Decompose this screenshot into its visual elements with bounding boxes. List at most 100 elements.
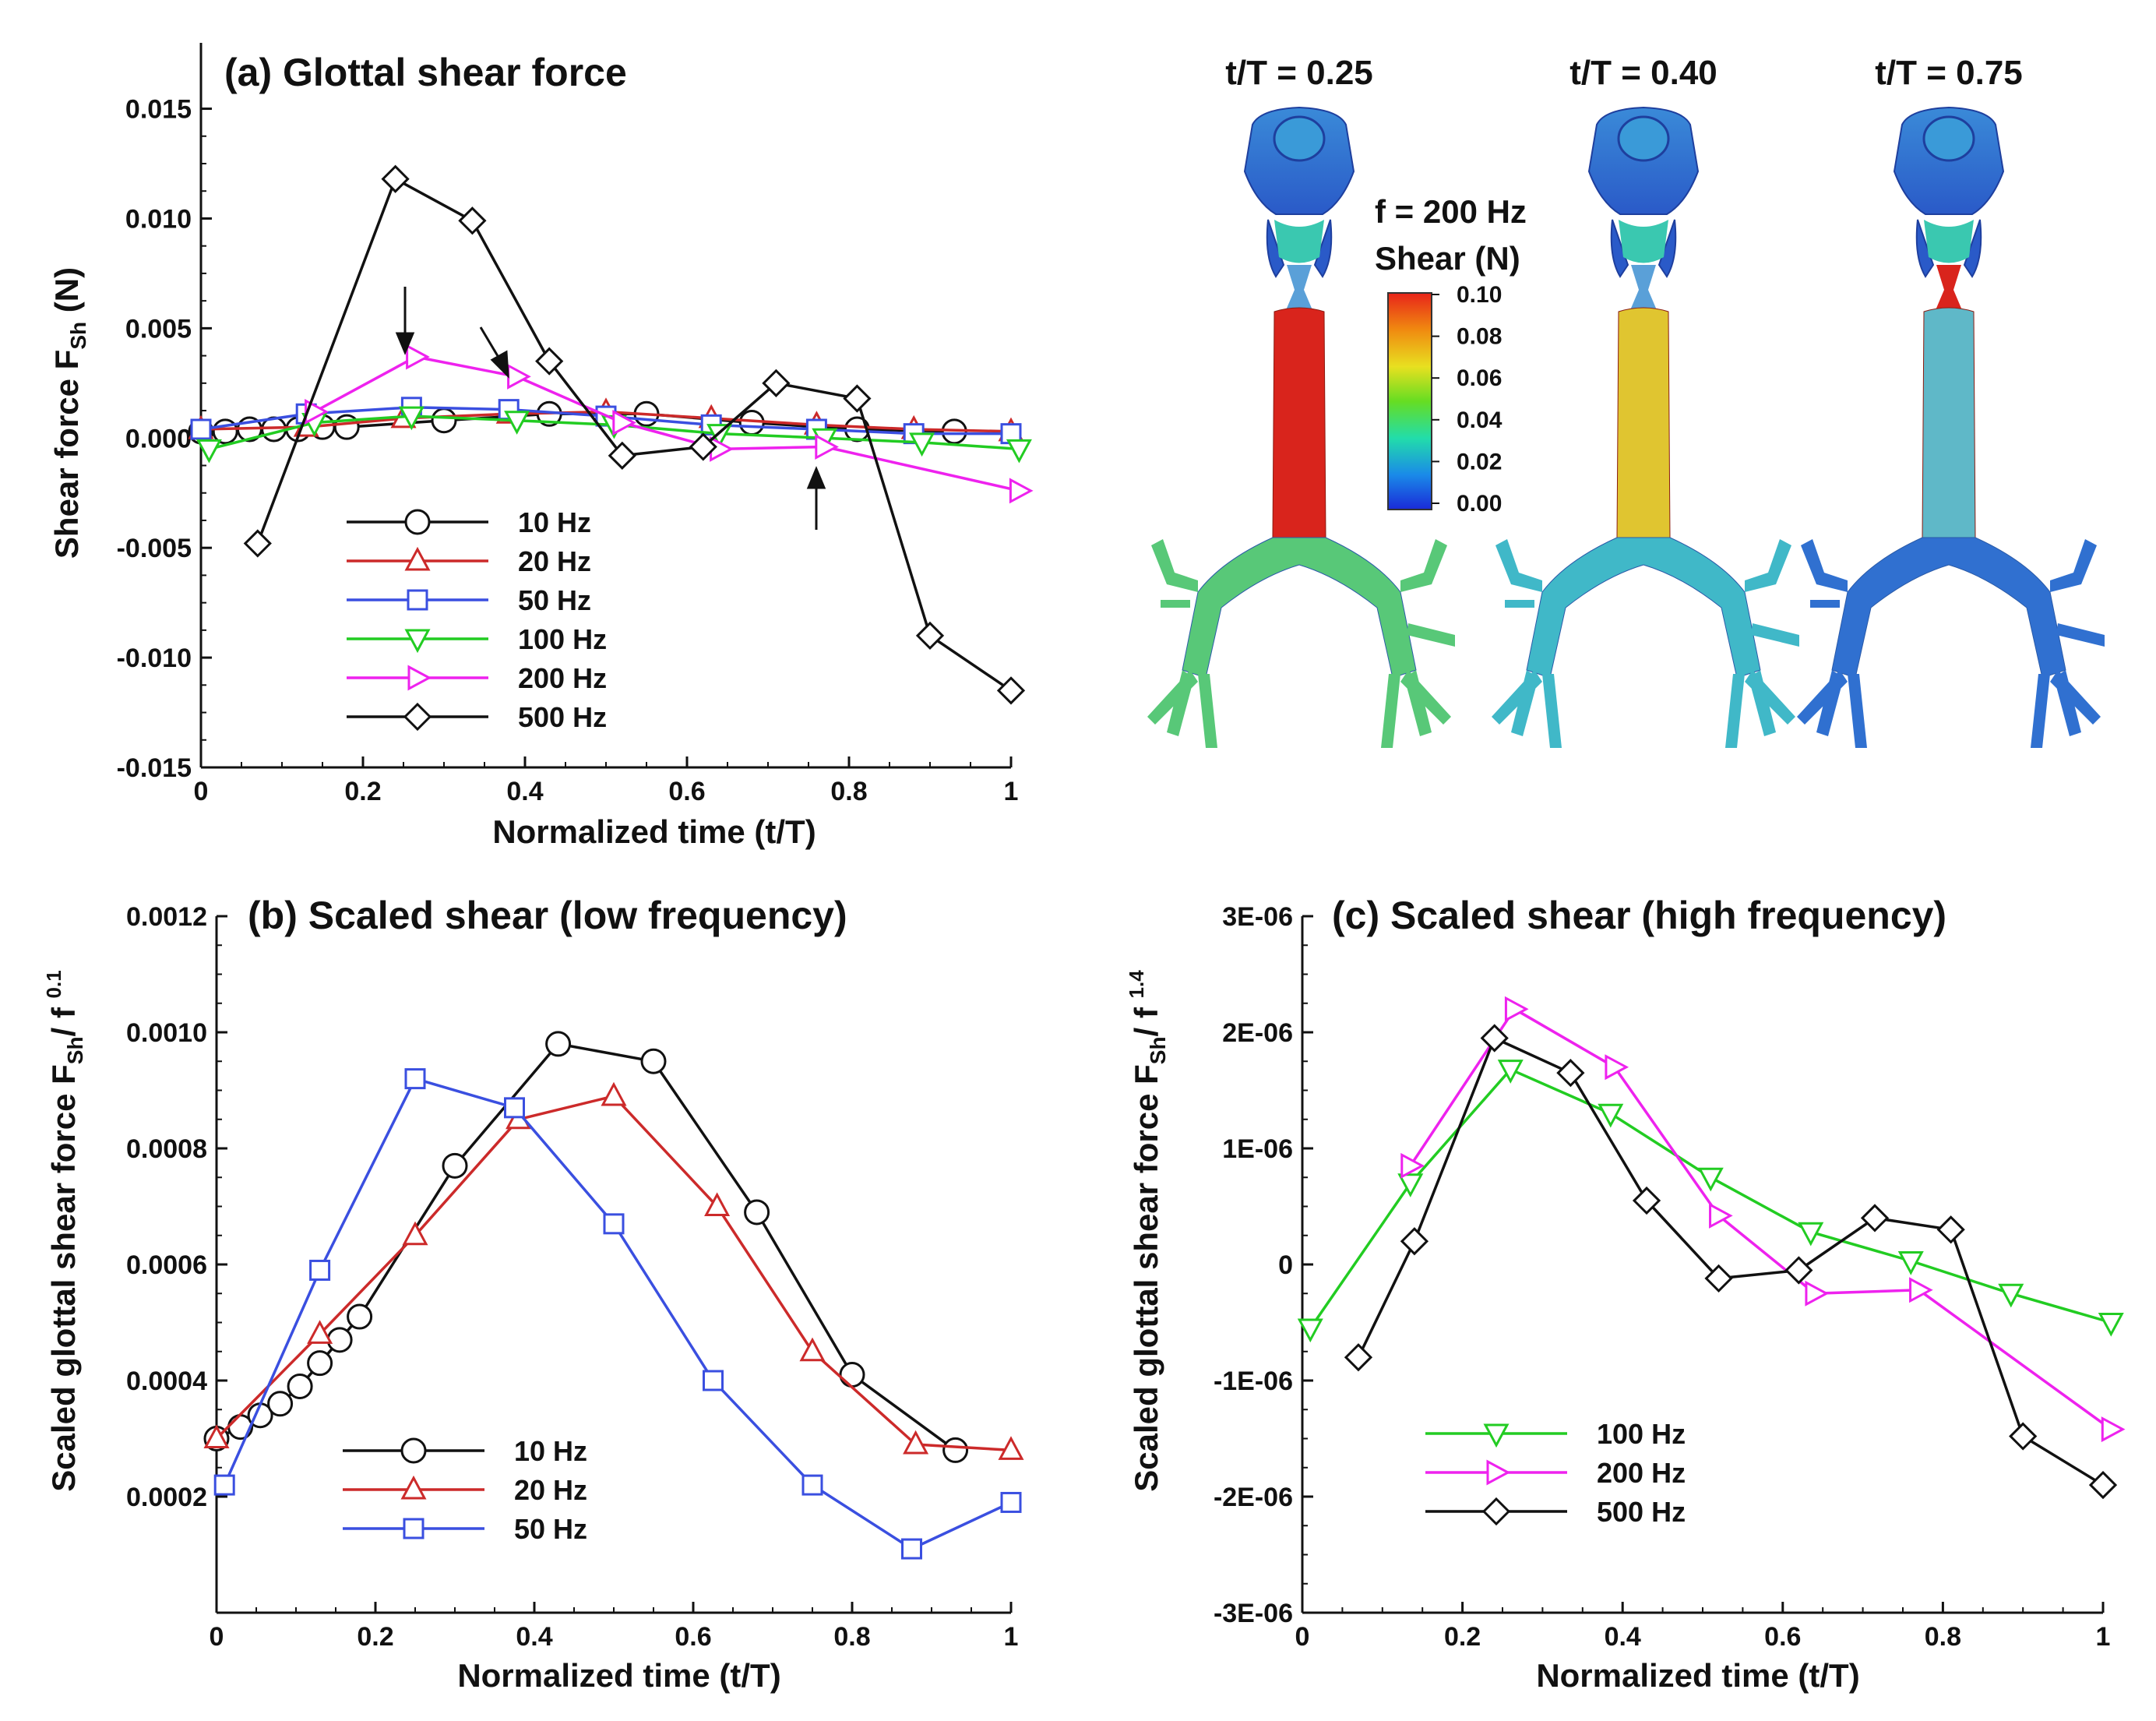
data-point <box>213 1474 235 1496</box>
data-point <box>243 529 272 558</box>
chart-b-legend: 10 Hz 20 Hz 50 Hz <box>343 1435 587 1545</box>
glottal-constriction <box>1284 265 1315 316</box>
right-upper-branches <box>1745 539 1799 647</box>
larynx-opening <box>1273 115 1326 162</box>
series-100-hz <box>1297 1060 2124 1343</box>
chart-a-ylabel: Shear force FSh (N) <box>48 267 90 559</box>
data-point <box>1909 1277 1933 1303</box>
y-tick-label: 0.0008 <box>126 1134 207 1164</box>
data-point <box>1704 1264 1733 1293</box>
y-tick-label: -0.010 <box>117 644 192 673</box>
x-tick-label: 0.6 <box>675 1622 711 1652</box>
main-bronchi <box>1182 537 1417 679</box>
data-point <box>287 1373 313 1399</box>
y-tick-label: 1E-06 <box>1222 1134 1293 1164</box>
data-point <box>1556 1059 1585 1088</box>
data-point <box>404 1068 426 1090</box>
legend-marker <box>407 589 428 611</box>
data-point <box>1697 1167 1724 1192</box>
data-point <box>1860 1204 1890 1233</box>
left-upper-branches <box>1495 539 1542 608</box>
legend-label: 100 Hz <box>1597 1418 1686 1450</box>
chart-b-title: (b) Scaled shear (low frequency) <box>248 894 847 937</box>
legend-label: 200 Hz <box>1597 1457 1686 1489</box>
series-50-hz <box>213 1068 1022 1560</box>
legend-marker <box>1483 1423 1510 1448</box>
x-tick-label: 0 <box>210 1622 224 1652</box>
x-tick-label: 0.4 <box>1605 1622 1641 1652</box>
y-tick-label: 0.010 <box>125 204 192 234</box>
data-point <box>1400 1152 1425 1179</box>
data-point <box>398 406 425 431</box>
chart-b-ylabel: Scaled glottal shear force FSh/ f 0.1 <box>42 970 87 1491</box>
legend-marker <box>407 665 432 691</box>
data-point <box>612 410 636 436</box>
y-tick-label: 0.0004 <box>126 1367 207 1396</box>
x-tick-label: 0.6 <box>1764 1622 1801 1652</box>
data-point <box>1897 1251 1924 1275</box>
x-tick-label: 1 <box>2096 1622 2111 1652</box>
data-point <box>1400 1227 1429 1256</box>
data-point <box>267 1391 294 1417</box>
data-point <box>1006 439 1032 464</box>
chart-c-plot: 0 0.2 0.4 0.6 0.8 1 -3E-06 -2E-06 -1E-06 0 1E-06 2E… <box>1214 902 2126 1652</box>
data-point <box>1632 1186 1661 1215</box>
vocal-folds <box>1915 219 1982 278</box>
data-point <box>1784 1256 1813 1285</box>
airway-model-3 <box>1797 106 2105 748</box>
data-point <box>704 1192 731 1216</box>
series-100-hz <box>196 406 1032 464</box>
chart-panel-c: (c) Scaled shear (high frequency) 0 0.2 0.… <box>1125 894 2126 1694</box>
chart-b-plot: 0 0.2 0.4 0.6 0.8 1 0.0002 0.0004 0.0006 0.0008 0.… <box>126 902 1024 1652</box>
trachea <box>1922 307 1976 542</box>
legend-label: 100 Hz <box>518 623 607 655</box>
legend-label: 500 Hz <box>518 701 607 733</box>
legend-marker <box>1481 1497 1511 1526</box>
series-line <box>223 1077 1012 1550</box>
data-point <box>326 1327 353 1353</box>
airway-model-1 <box>1147 106 1455 748</box>
vocal-folds <box>1610 219 1677 278</box>
data-point <box>406 344 430 370</box>
data-point <box>442 1152 468 1179</box>
data-point <box>799 1337 826 1362</box>
legend-marker <box>404 546 431 571</box>
main-bronchi <box>1831 537 2066 679</box>
legend-label: 10 Hz <box>514 1435 587 1467</box>
chart-a-xlabel: Normalized time (t/T) <box>492 813 816 850</box>
right-lower-branches <box>2031 670 2101 748</box>
data-point <box>2088 1470 2118 1500</box>
trachea <box>1272 307 1326 542</box>
frequency-label: f = 200 Hz <box>1375 193 1527 230</box>
x-tick-label: 0.4 <box>506 777 543 806</box>
colorbar-ticks: 0.10 0.08 0.06 0.04 0.02 0.00 <box>1432 282 1503 517</box>
data-point <box>507 363 531 390</box>
legend-label: 200 Hz <box>518 662 607 694</box>
data-point <box>307 1350 333 1377</box>
data-point <box>196 439 222 464</box>
data-point <box>1504 996 1529 1022</box>
right-upper-branches <box>1400 539 1455 647</box>
colorbar-title: Shear (N) <box>1375 240 1520 277</box>
data-point <box>915 621 945 651</box>
data-point <box>504 411 530 435</box>
legend-marker <box>403 702 432 732</box>
series-500-hz <box>243 164 1026 705</box>
legend-marker <box>404 509 431 535</box>
data-point <box>1709 1202 1733 1229</box>
data-point <box>1497 1060 1524 1084</box>
y-tick-label: 0.0012 <box>126 902 207 932</box>
data-point <box>307 1320 333 1344</box>
x-tick-label: 0.2 <box>344 777 381 806</box>
time-label-3: t/T = 0.75 <box>1875 54 2023 92</box>
series-line <box>216 1042 956 1451</box>
data-point <box>689 432 717 461</box>
y-tick-label: 3E-06 <box>1222 902 1293 932</box>
colorbar-tick-label: 0.04 <box>1457 407 1503 433</box>
legend-label: 50 Hz <box>514 1513 587 1545</box>
data-point <box>431 407 457 434</box>
y-tick-label: 0.015 <box>125 95 192 125</box>
y-tick-label: -0.015 <box>117 753 192 783</box>
data-point <box>1598 1103 1624 1128</box>
